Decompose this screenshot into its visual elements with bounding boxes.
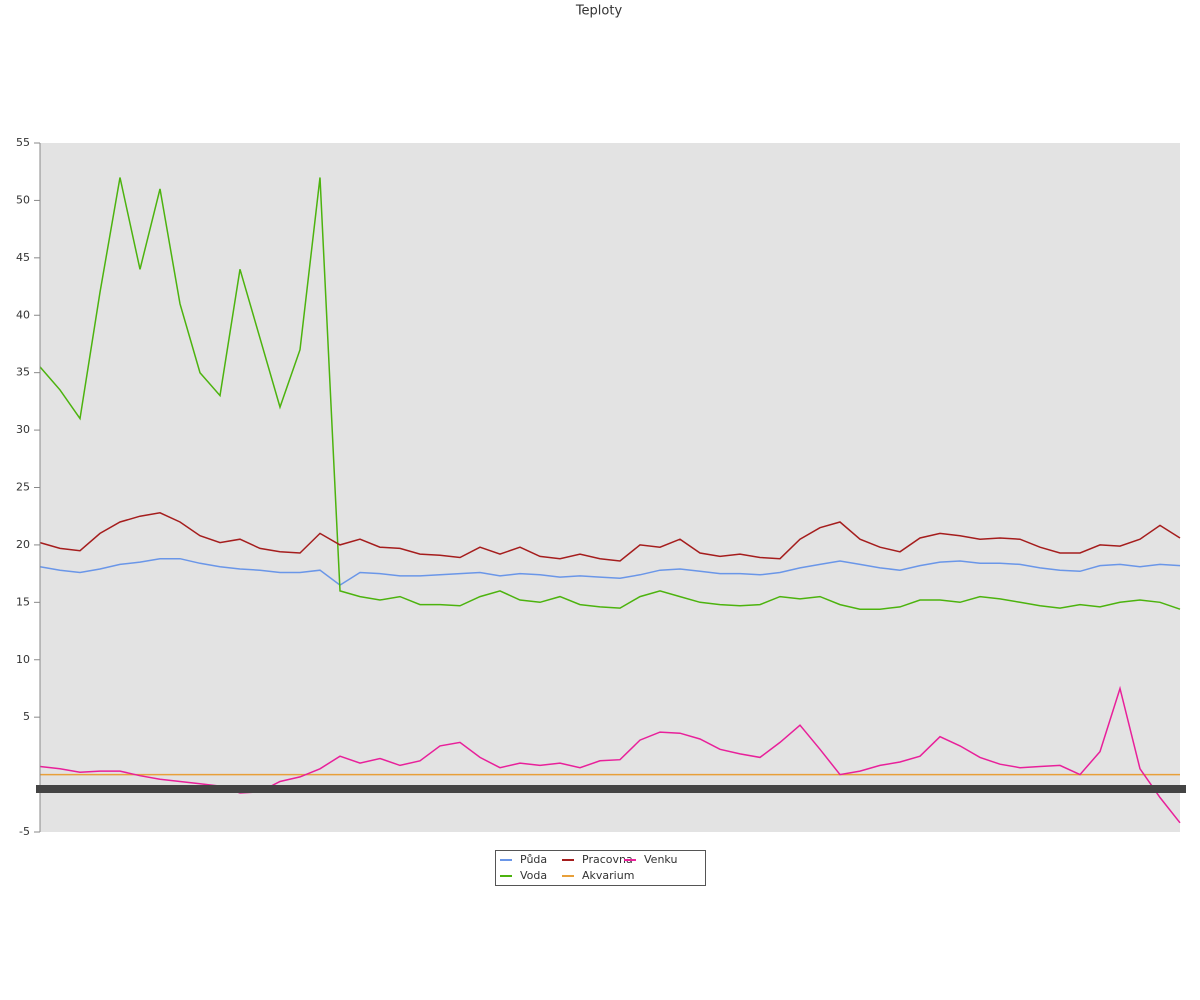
y-tick-label: 45 bbox=[16, 251, 30, 264]
plot-area bbox=[40, 143, 1180, 832]
y-tick-label: -5 bbox=[19, 825, 30, 838]
series-line bbox=[39, 557, 1181, 587]
y-tick-label: 55 bbox=[16, 136, 30, 149]
legend-label: Půda bbox=[520, 853, 547, 866]
series-line bbox=[39, 177, 1181, 610]
y-tick-label: 5 bbox=[23, 710, 30, 723]
x-tick-labels-overlap bbox=[36, 785, 1186, 793]
legend-label: Pracovna bbox=[582, 853, 633, 866]
y-tick-label: 15 bbox=[16, 595, 30, 608]
y-tick-label: 25 bbox=[16, 481, 30, 494]
y-tick-label: 50 bbox=[16, 193, 30, 206]
legend-label: Voda bbox=[520, 869, 547, 882]
y-tick-label: 40 bbox=[16, 308, 30, 321]
legend-box bbox=[495, 850, 706, 886]
y-tick-label: 35 bbox=[16, 366, 30, 379]
series-line bbox=[39, 512, 1181, 562]
chart-title: Teploty bbox=[575, 4, 623, 19]
y-tick-label: 30 bbox=[16, 423, 30, 436]
legend-label: Akvarium bbox=[582, 869, 634, 882]
y-tick-label: 10 bbox=[16, 653, 30, 666]
y-tick-label: 20 bbox=[16, 538, 30, 551]
legend-label: Venku bbox=[644, 853, 677, 866]
